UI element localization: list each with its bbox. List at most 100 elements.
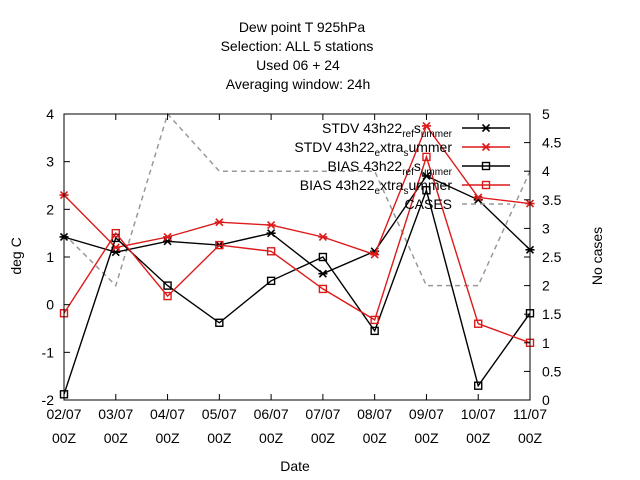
- chart-title-line-1: Dew point T 925hPa: [239, 19, 366, 35]
- y-tick-label: 2: [46, 201, 54, 217]
- legend-entry-2: STDV 43h22extrasummer: [294, 139, 510, 159]
- series-1: [59, 171, 535, 278]
- x-tick-label-hour: 00Z: [155, 430, 180, 446]
- data-point: [266, 276, 276, 286]
- data-point: [214, 218, 224, 227]
- data-point: [215, 240, 224, 250]
- legend-label: STDV 43h22refsummer: [322, 120, 453, 140]
- data-point: [481, 161, 491, 171]
- series-line: [63, 124, 531, 256]
- data-point: [422, 152, 431, 162]
- data-point: [473, 193, 483, 202]
- data-point: [421, 121, 431, 130]
- x-tick-label-date: 02/07: [46, 406, 81, 422]
- data-point: [163, 291, 172, 301]
- x-tick-label-date: 04/07: [150, 406, 185, 422]
- y2-tick-label: 0.5: [542, 363, 562, 379]
- plot-border: [63, 113, 531, 401]
- legend-entry-5: CASES: [405, 196, 510, 212]
- x-tick-label-date: 06/07: [254, 406, 289, 422]
- x-tick-label-hour: 00Z: [518, 430, 543, 446]
- legend-entry-4: BIAS 43h22extrasummer: [300, 177, 510, 197]
- data-point: [266, 247, 276, 256]
- data-point: [370, 250, 380, 259]
- x-tick-label-hour: 00Z: [104, 430, 129, 446]
- y2-tick-label: 3.5: [542, 192, 562, 208]
- chart-title-line-3: Used 06 + 24: [256, 57, 340, 73]
- x-tick-label-hour: 00Z: [207, 430, 232, 446]
- y-tick-label: -1: [42, 344, 55, 360]
- y-tick-label: 0: [46, 297, 54, 313]
- y2-tick-label: 2: [542, 278, 550, 294]
- legend-entry-3: BIAS 43h22refsummer: [327, 158, 510, 178]
- data-point: [422, 186, 431, 195]
- y2-tick-label: 5: [542, 106, 550, 122]
- series-2: [59, 121, 535, 259]
- y2-tick-label: 4: [542, 163, 550, 179]
- x-tick-label-hour: 00Z: [363, 430, 388, 446]
- data-point: [163, 237, 173, 246]
- chart-title: Dew point T 925hPa Selection: ALL 5 stat…: [221, 19, 374, 92]
- chart-title-line-4: Averaging window: 24h: [226, 76, 371, 92]
- x-tick-label-hour: 00Z: [259, 430, 284, 446]
- data-point: [421, 171, 431, 181]
- x-tick-label-date: 09/07: [409, 406, 444, 422]
- data-point: [481, 123, 491, 133]
- axes: -2 -1 0 1 2 3 4 0 0.5 1 1.5 2 2.5 3 3.5 4 4.5 5 02/07 00Z 03…: [42, 106, 562, 446]
- data-point: [318, 252, 328, 262]
- series-line: [63, 175, 531, 275]
- y2-axis-label: No cases: [589, 227, 605, 285]
- data-point: [481, 180, 491, 190]
- data-point: [318, 284, 328, 294]
- y-tick-label: 3: [46, 154, 54, 170]
- cases-series: [63, 112, 531, 288]
- data-point: [318, 232, 328, 242]
- data-series: [59, 121, 535, 399]
- data-point: [318, 269, 328, 278]
- series-5: [63, 112, 531, 288]
- y2-tick-label: 1.5: [542, 306, 562, 322]
- y2-tick-label: 2.5: [542, 249, 562, 265]
- x-tick-label-hour: 00Z: [52, 430, 77, 446]
- legend-entry-1: STDV 43h22refsummer: [322, 120, 510, 140]
- y-tick-label: 4: [46, 106, 54, 122]
- data-point: [111, 228, 120, 238]
- data-point: [163, 281, 172, 290]
- series-3: [59, 186, 535, 399]
- x-axis-label: Date: [280, 458, 310, 474]
- data-point: [215, 318, 224, 327]
- y-tick-label: 1: [46, 249, 54, 265]
- data-point: [266, 220, 276, 230]
- x-tick-label-date: 07/07: [305, 406, 340, 422]
- x-tick-label-date: 10/07: [461, 406, 496, 422]
- x-tick-label-hour: 00Z: [311, 430, 336, 446]
- series-line: [63, 154, 531, 344]
- data-point: [481, 142, 491, 152]
- y2-tick-label: 0: [542, 392, 550, 408]
- series-4: [59, 152, 535, 347]
- series-line: [63, 187, 531, 395]
- data-point: [474, 381, 483, 390]
- x-tick-label-hour: 00Z: [414, 430, 439, 446]
- x-tick-label-date: 08/07: [357, 406, 392, 422]
- data-point: [370, 326, 379, 336]
- x-tick-label-date: 03/07: [98, 406, 133, 422]
- legend-label: STDV 43h22extrasummer: [294, 139, 452, 159]
- x-tick-label-date: 05/07: [202, 406, 237, 422]
- series-line: [63, 112, 531, 288]
- legend-label: BIAS 43h22refsummer: [327, 158, 452, 178]
- y2-tick-label: 1: [542, 335, 550, 351]
- y2-tick-label: 4.5: [542, 135, 562, 151]
- chart-title-line-2: Selection: ALL 5 stations: [221, 38, 374, 54]
- x-tick-label-hour: 00Z: [466, 430, 491, 446]
- y-axis-label: deg C: [8, 237, 24, 274]
- data-point: [163, 232, 173, 242]
- y2-tick-label: 3: [542, 220, 550, 236]
- y-tick-label: -2: [42, 392, 55, 408]
- data-point: [474, 319, 483, 328]
- legend-label: CASES: [405, 196, 452, 212]
- data-point: [370, 315, 379, 325]
